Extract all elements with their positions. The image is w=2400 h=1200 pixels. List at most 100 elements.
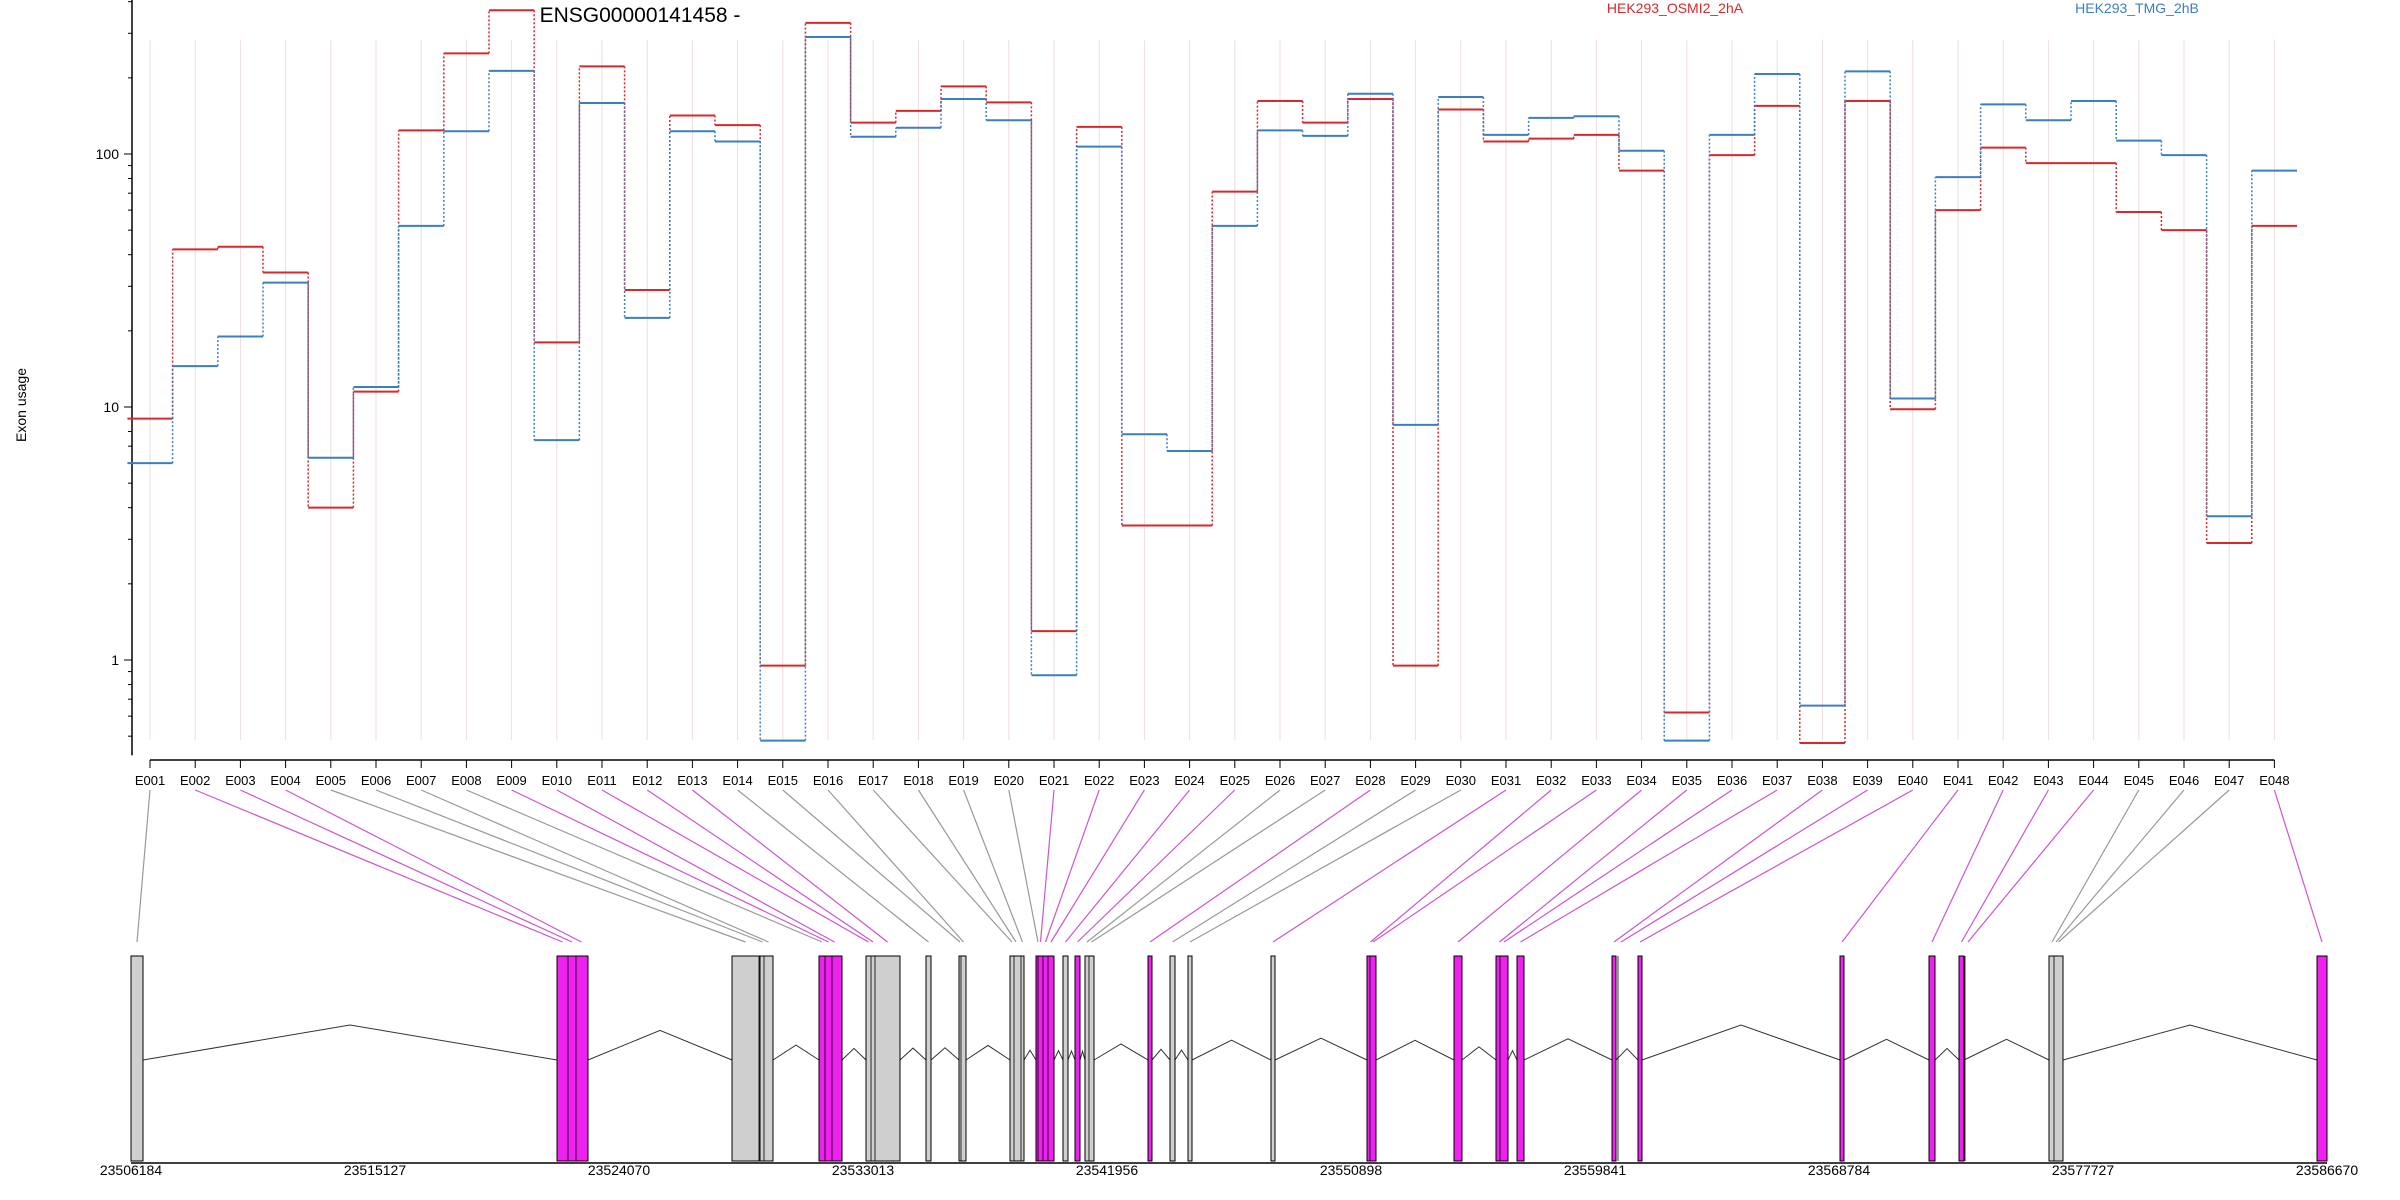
x-tick-label: E015	[768, 773, 798, 788]
intron	[142, 1024, 558, 1061]
intron	[899, 1047, 927, 1061]
x-tick-label: E006	[361, 773, 391, 788]
intron	[1507, 1049, 1518, 1061]
legend-label-tmg: HEK293_TMG_2hB	[2075, 0, 2199, 16]
exon-box-significant	[556, 955, 589, 1162]
exon-connector	[420, 789, 769, 943]
exon-connector	[1172, 789, 1416, 943]
intron	[1053, 1049, 1064, 1061]
exon-box	[2048, 955, 2064, 1162]
exon-box	[759, 955, 774, 1162]
exon-connector	[827, 789, 964, 943]
x-tick-label: E040	[1898, 773, 1928, 788]
exon-connector	[692, 789, 888, 943]
exon-connector	[601, 789, 869, 943]
chart-title: ENSG00000141458 -	[540, 4, 741, 27]
intron	[1963, 1038, 2050, 1061]
exon-connector	[1008, 789, 1039, 943]
gene-model	[130, 955, 2328, 1162]
x-tick-label: E030	[1446, 773, 1476, 788]
x-tick-label: E010	[542, 773, 572, 788]
exon-connector	[2058, 789, 2230, 943]
x-tick-label: E007	[406, 773, 436, 788]
exon-box-significant	[1516, 955, 1525, 1162]
x-tick-label: E042	[1988, 773, 2018, 788]
exon-connector	[285, 789, 582, 943]
x-tick-label: E027	[1310, 773, 1340, 788]
exon-connector	[1613, 789, 1823, 943]
intron	[930, 1047, 960, 1061]
exon-connector	[2055, 789, 2185, 943]
x-tick-label: E017	[858, 773, 888, 788]
exon-connector	[556, 789, 835, 943]
exon-connector	[1050, 789, 1145, 943]
exon-box-significant	[1637, 955, 1643, 1162]
intron	[1615, 1047, 1639, 1061]
exon-box-significant	[1928, 955, 1936, 1162]
genomic-tick-label: 23541956	[1076, 1162, 1139, 1178]
series-tmg	[127, 36, 2297, 742]
exon-box	[958, 955, 967, 1162]
x-tick-label: E002	[180, 773, 210, 788]
exon-connector	[1091, 789, 1326, 943]
x-tick-label: E021	[1039, 773, 1069, 788]
exon-connector	[1639, 789, 1914, 943]
genomic-tick-label: 23568784	[1808, 1162, 1871, 1178]
genomic-tick-label: 23559841	[1564, 1162, 1627, 1178]
exon-connector	[1039, 789, 1055, 943]
x-tick-label: E009	[496, 773, 526, 788]
exon-connector	[917, 789, 1017, 943]
exon-box-significant	[1839, 955, 1845, 1162]
intron	[2062, 1024, 2318, 1061]
intron	[1174, 1049, 1189, 1061]
intron	[1461, 1046, 1497, 1061]
exon-box	[925, 955, 932, 1162]
intron	[1023, 1049, 1037, 1061]
exon-connector	[1967, 789, 2095, 943]
x-tick-label: E029	[1400, 773, 1430, 788]
exon-connector	[240, 789, 573, 943]
x-tick-label: E028	[1355, 773, 1385, 788]
y-axis-label: Exon usage	[13, 368, 29, 442]
exon-connectors	[136, 789, 2323, 943]
x-tick-label: E004	[270, 773, 300, 788]
genomic-tick-label: 23550898	[1320, 1162, 1383, 1178]
x-axis: E001 E002 E003 E004 E005 E006 E007 E008 E009 E010…	[135, 759, 2290, 788]
exon-connector	[1499, 789, 1688, 943]
exon-connector	[1370, 789, 1552, 943]
x-tick-label: E011	[587, 773, 616, 788]
exon-connector	[330, 789, 746, 943]
exon-connector	[1620, 789, 1868, 943]
intron	[587, 1029, 733, 1061]
exon-connector	[1149, 789, 1371, 943]
exon-box-significant	[1366, 955, 1377, 1162]
x-tick-label: E014	[722, 773, 752, 788]
exon-connector	[963, 789, 1024, 943]
exon-connector	[1077, 789, 1236, 943]
exon-box	[1062, 955, 1069, 1162]
x-tick-label: E018	[903, 773, 933, 788]
exon-box-significant	[2316, 955, 2328, 1162]
x-tick-label: E046	[2169, 773, 2199, 788]
intron	[1523, 1038, 1613, 1061]
y-tick-label: 1	[111, 652, 119, 668]
exon-box-significant	[1035, 955, 1055, 1162]
exon-box	[130, 955, 144, 1162]
exon-box	[865, 955, 901, 1162]
x-tick-label: E045	[2124, 773, 2154, 788]
y-tick-label: 10	[103, 399, 119, 415]
intron	[772, 1044, 820, 1061]
x-tick-label: E001	[135, 773, 165, 788]
exon-box	[731, 955, 761, 1162]
genomic-coordinate-axis: 23506184 23515127 23524070 23533013 23541956…	[100, 1162, 2359, 1178]
exon-box-significant	[1074, 955, 1081, 1162]
x-tick-label: E023	[1129, 773, 1159, 788]
series-layer	[127, 9, 2297, 744]
exon-connector	[2273, 789, 2323, 943]
x-tick-label: E039	[1852, 773, 1882, 788]
series-osmi2	[127, 9, 2297, 744]
x-tick-label: E031	[1491, 773, 1521, 788]
intron	[1067, 1049, 1076, 1061]
intron	[965, 1044, 1011, 1061]
intron	[1934, 1047, 1960, 1061]
